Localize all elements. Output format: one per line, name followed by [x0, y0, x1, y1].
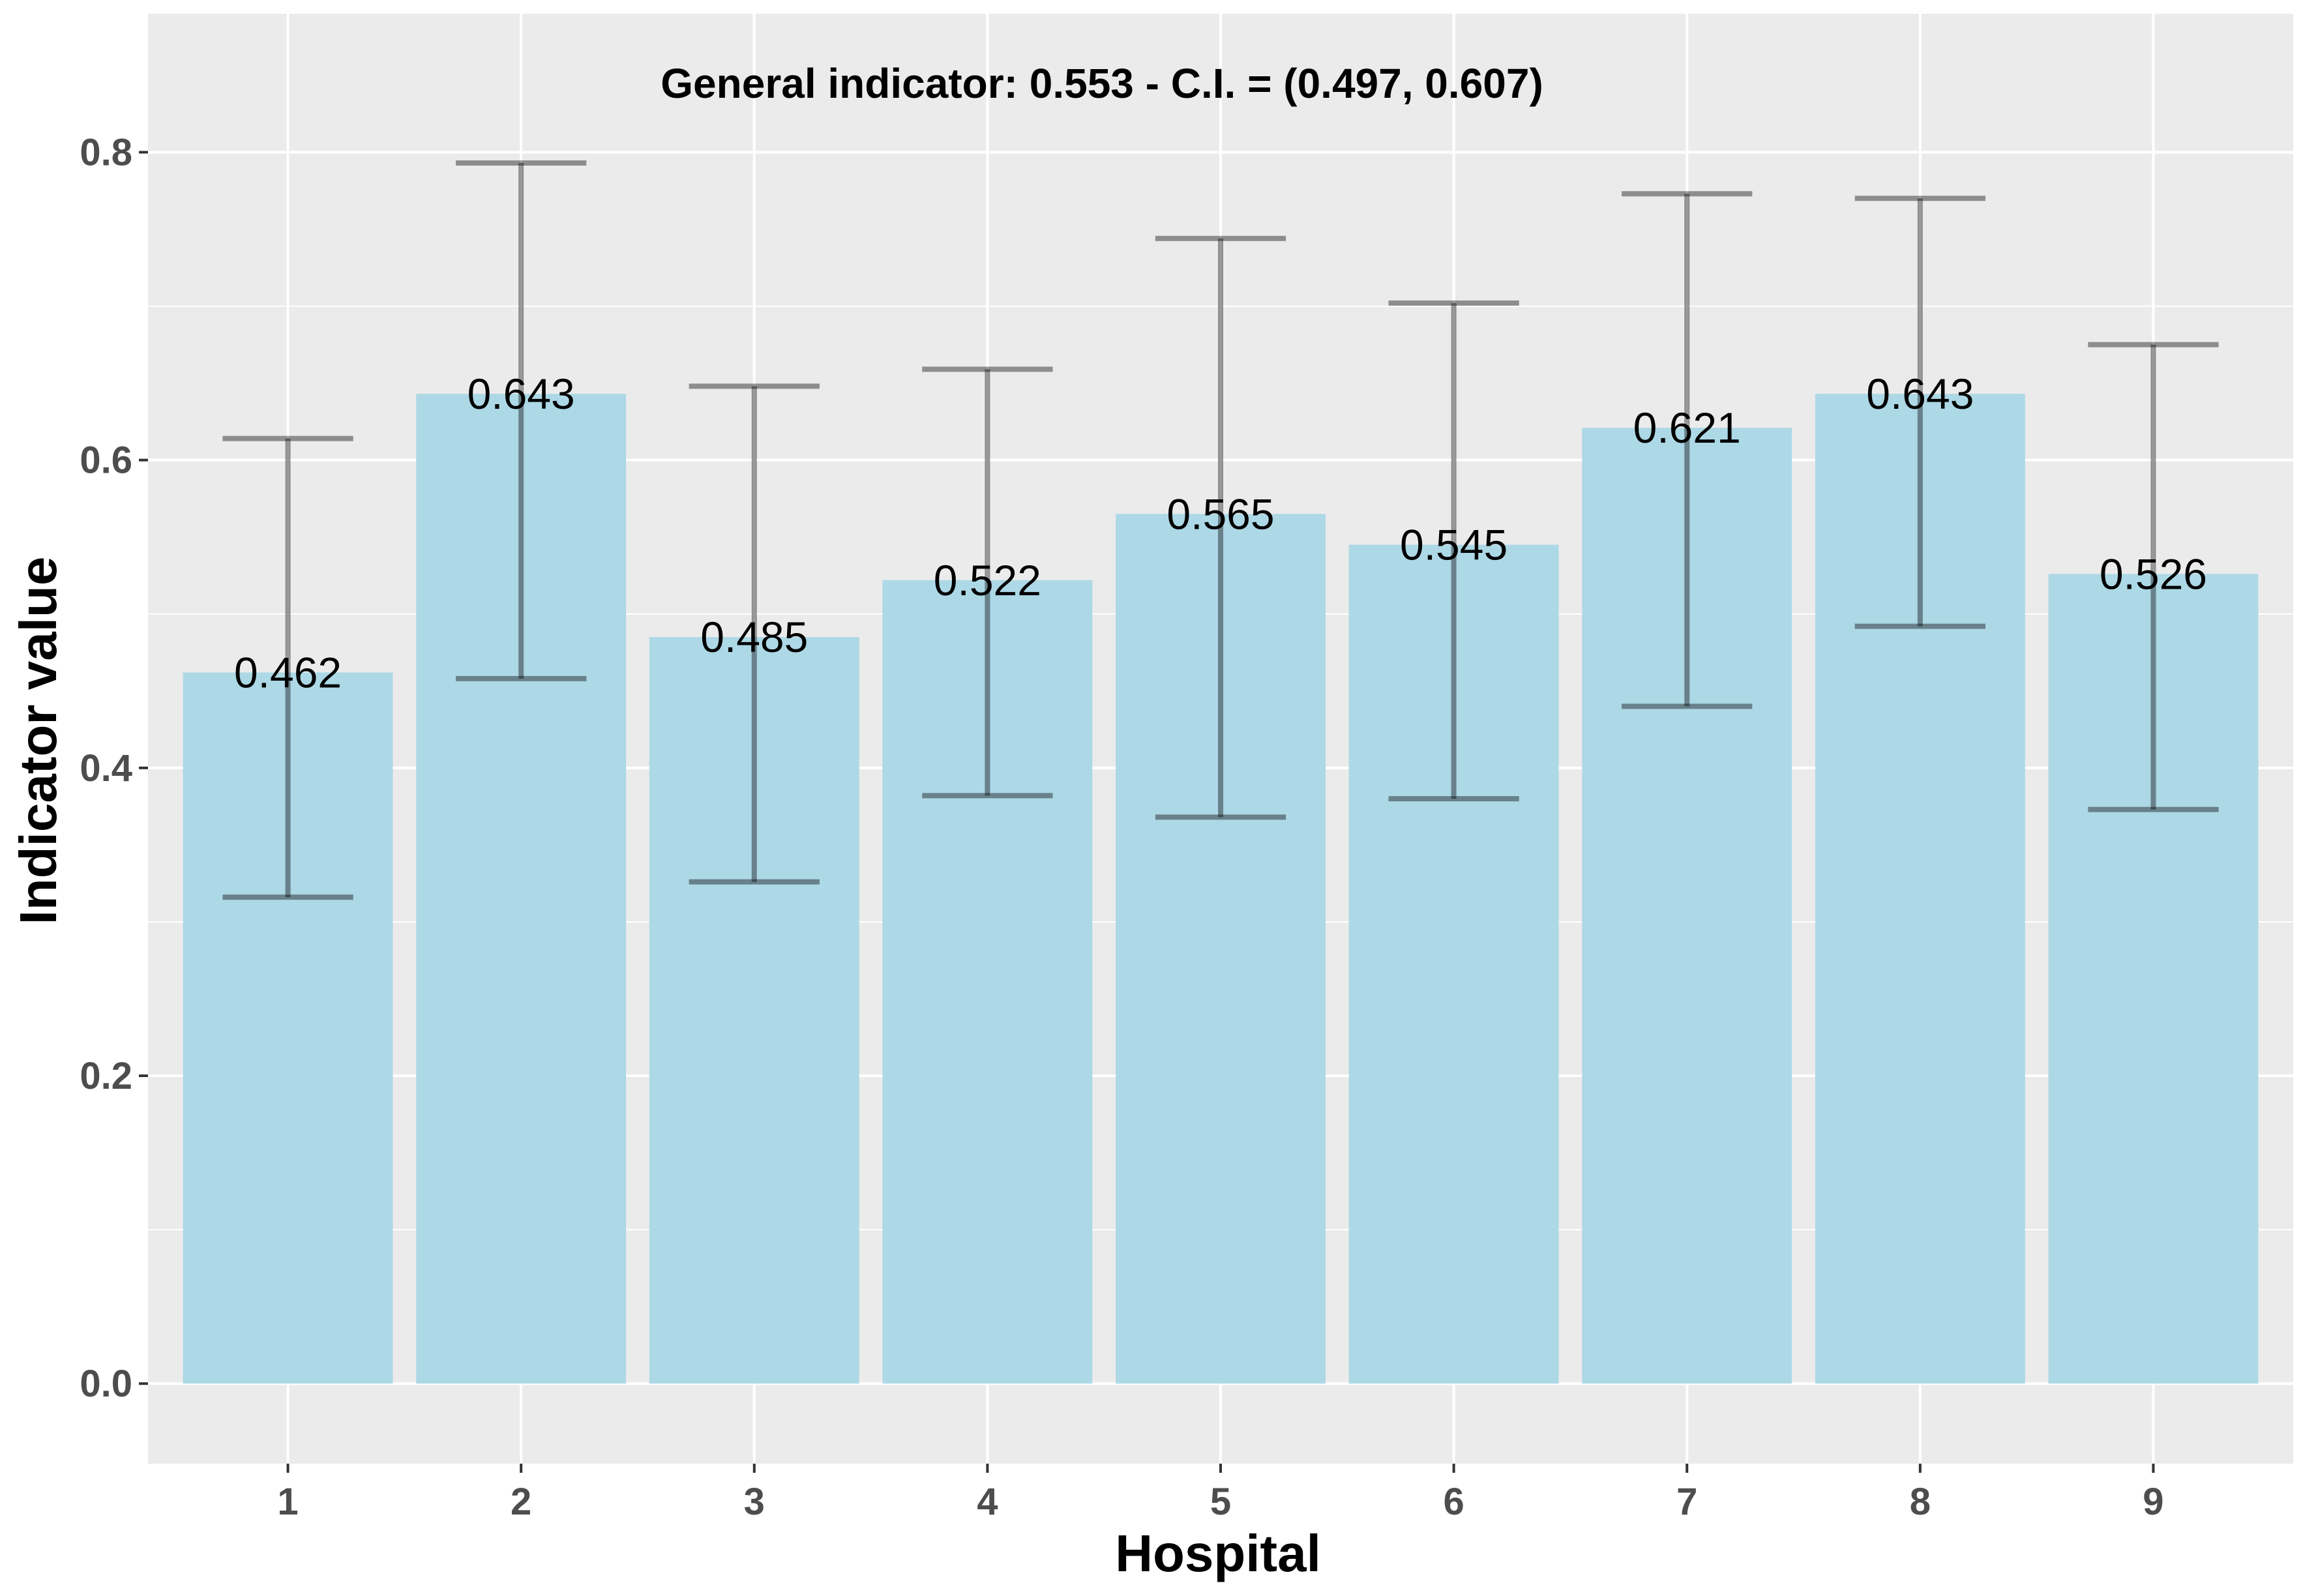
x-tick-label: 3: [744, 1481, 765, 1523]
bar-hospital-8: [1815, 394, 2025, 1384]
error-bar-hospital-2: [456, 160, 587, 681]
axes: 0.0 0.2 0.4 0.6 0.8 1 2 3 4 5 6 7 8 9: [80, 131, 2163, 1523]
data-label-hospital-7: 0.621: [1633, 404, 1741, 452]
general-indicator-annotation: General indicator: 0.553 - C.I. = (0.497…: [661, 60, 1543, 107]
y-tick-label: 0.6: [80, 439, 132, 482]
y-tick-label: 0.4: [80, 747, 132, 790]
error-bar-hospital-3: [689, 383, 820, 885]
bar-hospital-1: [183, 672, 393, 1384]
y-tick-label: 0.0: [80, 1363, 132, 1405]
bars: [183, 394, 2259, 1384]
error-bar-hospital-5: [1155, 235, 1286, 820]
error-bar-hospital-6: [1388, 300, 1519, 802]
error-bar-hospital-9: [2088, 342, 2219, 812]
bar-hospital-3: [649, 637, 859, 1384]
data-label-hospital-4: 0.522: [934, 556, 1041, 604]
x-tick-label: 4: [977, 1481, 998, 1523]
x-tick-label: 7: [1676, 1481, 1697, 1523]
x-tick-label: 1: [277, 1481, 298, 1523]
x-tick-label: 8: [1910, 1481, 1931, 1523]
y-axis-title: Indicator value: [9, 557, 67, 925]
data-label-hospital-2: 0.643: [468, 370, 575, 418]
error-bar-hospital-4: [922, 366, 1053, 799]
y-tick-label: 0.2: [80, 1055, 132, 1097]
x-tick-label: 6: [1443, 1481, 1464, 1523]
bar-hospital-4: [882, 580, 1093, 1384]
error-bar-hospital-8: [1854, 196, 1985, 629]
bar-hospital-9: [2048, 574, 2259, 1384]
error-bars: [222, 160, 2219, 900]
bar-hospital-6: [1348, 544, 1559, 1384]
x-tick-label: 2: [511, 1481, 531, 1523]
error-bar-hospital-7: [1622, 191, 1753, 709]
error-bar-hospital-1: [222, 436, 353, 900]
y-tick-label: 0.8: [80, 131, 132, 173]
bar-hospital-2: [416, 394, 627, 1384]
x-tick-label: 5: [1210, 1481, 1231, 1523]
data-label-hospital-1: 0.462: [234, 648, 342, 696]
bar-hospital-5: [1116, 514, 1326, 1384]
x-tick-label: 9: [2143, 1481, 2163, 1523]
data-label-hospital-5: 0.565: [1166, 490, 1274, 538]
data-label-hospital-3: 0.485: [700, 613, 808, 661]
data-label-hospital-9: 0.526: [2100, 550, 2207, 598]
data-label-hospital-6: 0.545: [1400, 521, 1508, 569]
data-label-hospital-8: 0.643: [1866, 370, 1974, 418]
data-labels: 0.462 0.643 0.485 0.522 0.565 0.545 0.621 0.643…: [234, 370, 2207, 696]
x-axis-title: Hospital: [1115, 1524, 1321, 1582]
bar-hospital-7: [1582, 428, 1792, 1384]
